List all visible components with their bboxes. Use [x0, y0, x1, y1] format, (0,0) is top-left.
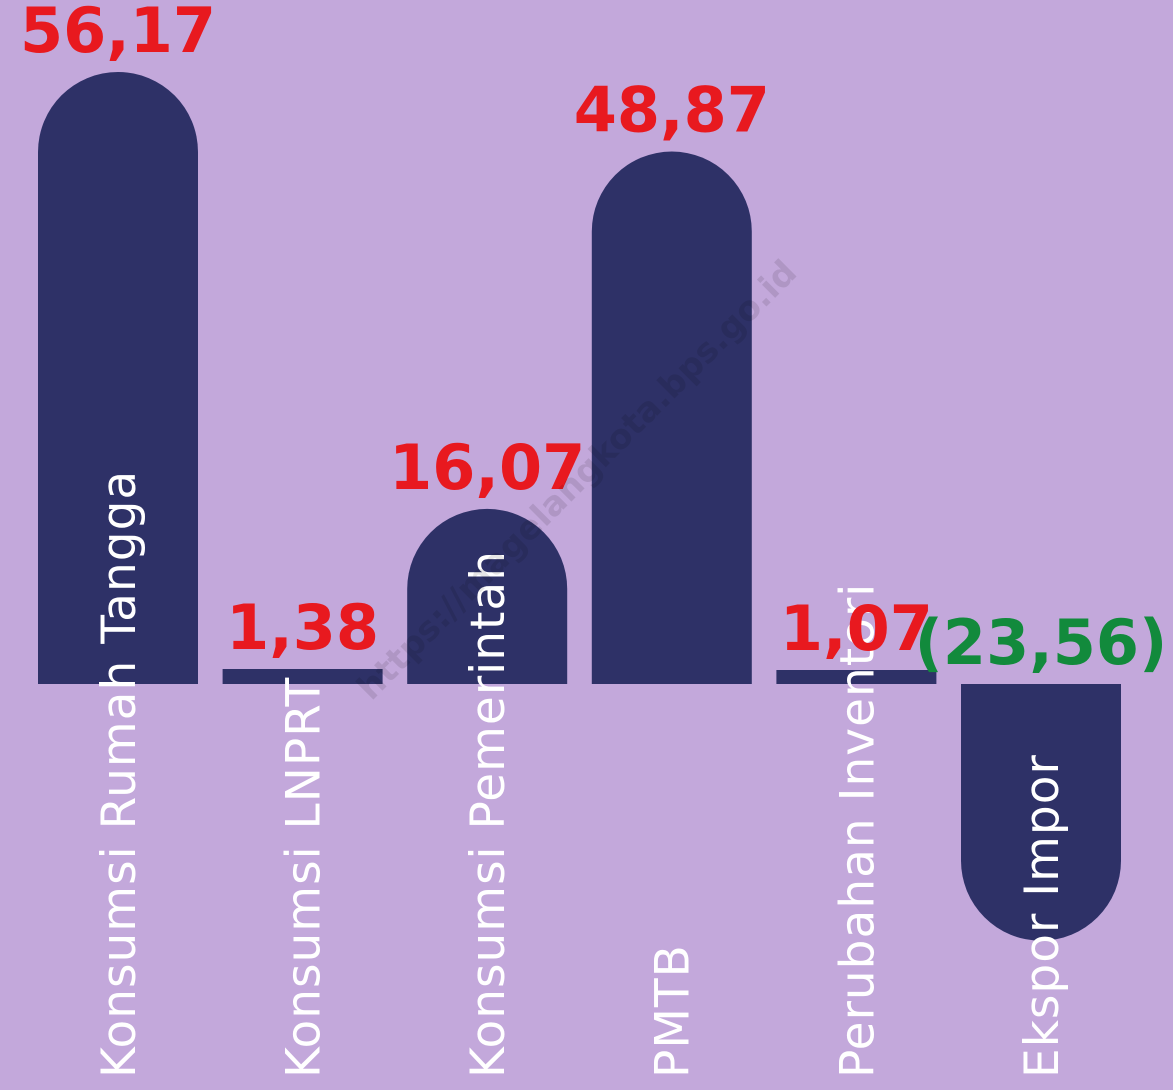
- bar-perubahan-inventori: [776, 670, 937, 684]
- category-labels-layer: Konsumsi Rumah Tangga Konsumsi LNPRT Konsu…: [92, 470, 1070, 1078]
- bar-ekspor-impor: [961, 684, 1121, 941]
- value-label-ekspor-impor: (23,56): [915, 606, 1168, 679]
- value-label-perubahan-inventori: 1,07: [780, 592, 933, 665]
- value-label-konsumsi-lnprt: 1,38: [226, 591, 379, 664]
- value-label-konsumsi-rumah-tangga: 56,17: [20, 0, 216, 67]
- category-label-ekspor-impor: Ekspor Impor: [1015, 754, 1070, 1078]
- category-label-konsumsi-lnprt: Konsumsi LNPRT: [277, 677, 332, 1078]
- category-label-pmtb: PMTB: [646, 944, 701, 1078]
- bar-konsumsi-lnprt: [222, 668, 383, 684]
- category-label-perubahan-inventori: Perubahan Inventori: [830, 583, 885, 1078]
- category-label-konsumsi-rumah-tangga: Konsumsi Rumah Tangga: [92, 470, 147, 1078]
- value-labels-layer: 56,17 1,38 16,07 48,87 1,07(23,56): [20, 0, 1167, 679]
- value-label-pmtb: 48,87: [574, 74, 770, 147]
- bar-pmtb: [591, 151, 752, 685]
- bar-konsumsi-rumah-tangga: [38, 72, 198, 684]
- bar-konsumsi-pemerintah: [407, 508, 568, 684]
- value-label-konsumsi-pemerintah: 16,07: [389, 431, 585, 504]
- bars-layer: [38, 72, 1121, 941]
- category-label-konsumsi-pemerintah: Konsumsi Pemerintah: [461, 550, 516, 1078]
